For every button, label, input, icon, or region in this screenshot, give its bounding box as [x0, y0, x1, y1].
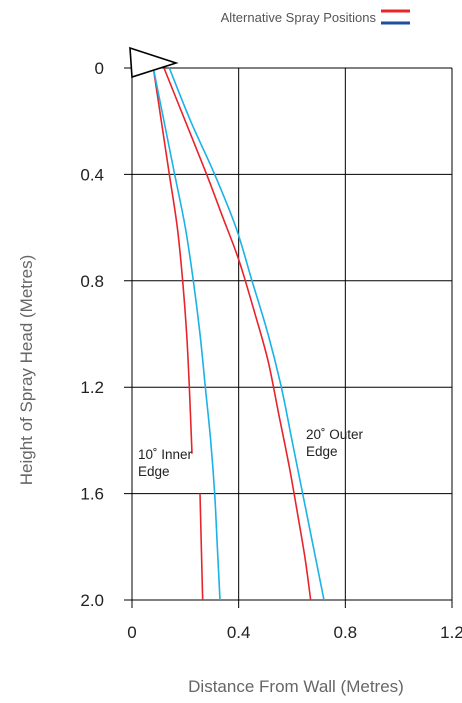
y-tick-label: 0.4 — [80, 165, 104, 184]
series-line-2 — [152, 67, 221, 601]
y-tick-label: 0.8 — [80, 272, 104, 291]
legend-label: Alternative Spray Positions — [221, 10, 377, 25]
y-axis-title: Height of Spray Head (Metres) — [17, 255, 36, 486]
series-layer — [152, 67, 325, 601]
annotation-outer-edge: 20˚ Outer Edge — [306, 427, 367, 459]
y-tick-label: 0 — [95, 59, 104, 78]
series-line-1 — [199, 493, 204, 601]
x-tick-labels: 0 0.4 0.8 1.2 — [127, 623, 462, 642]
y-tick-label: 1.6 — [80, 485, 104, 504]
x-tick-label: 0.4 — [227, 623, 251, 642]
x-axis-title: Distance From Wall (Metres) — [188, 677, 404, 696]
y-tick-label: 1.2 — [80, 378, 104, 397]
grid-lines — [124, 67, 453, 608]
x-tick-label: 0 — [127, 623, 136, 642]
series-line-3 — [163, 67, 312, 601]
x-tick-label: 0.8 — [334, 623, 358, 642]
series-line-4 — [168, 67, 325, 601]
y-tick-label: 2.0 — [80, 591, 104, 610]
x-tick-label: 1.2 — [440, 623, 462, 642]
series-line-0 — [152, 67, 193, 454]
y-tick-labels: 0 0.4 0.8 1.2 1.6 2.0 — [80, 59, 104, 610]
annotation-inner-edge: 10˚ Inner Edge — [138, 447, 196, 479]
spray-head-icon — [129, 46, 179, 79]
